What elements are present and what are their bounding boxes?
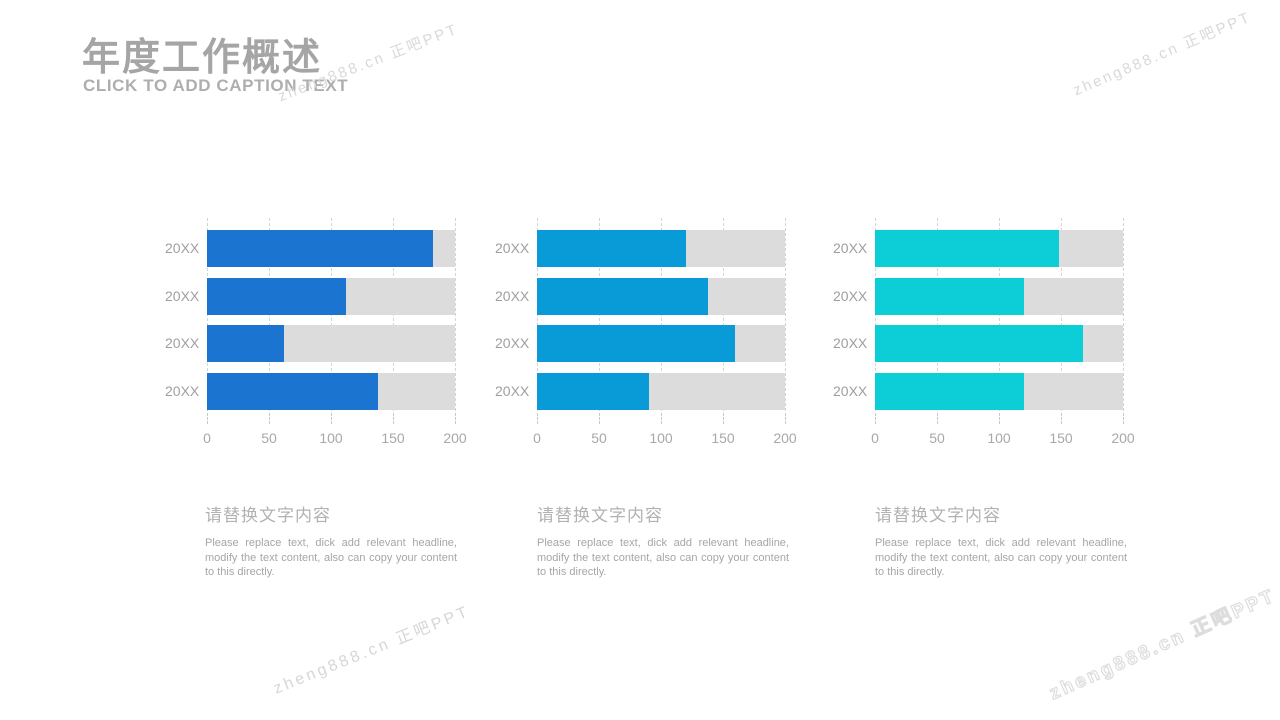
page-title: 年度工作概述 <box>82 37 323 79</box>
bar-fill <box>207 278 346 315</box>
bar-track <box>875 230 1123 267</box>
axis-tick-label: 150 <box>711 430 735 446</box>
bar-track <box>537 373 785 410</box>
plot-area <box>875 218 1124 424</box>
axis-tick-label: 100 <box>649 430 673 446</box>
bar-track <box>207 278 455 315</box>
watermark-bottom-left: zheng888.cn 正吧PPT <box>271 603 473 698</box>
axis-tick-label: 50 <box>591 430 607 446</box>
caption-block-1: 请替换文字内容 Please replace text, dick add re… <box>205 501 457 580</box>
axis-tick <box>661 413 662 424</box>
axis-tick <box>393 413 394 424</box>
caption-block-2: 请替换文字内容 Please replace text, dick add re… <box>537 501 789 580</box>
caption-block-3: 请替换文字内容 Please replace text, dick add re… <box>875 501 1127 580</box>
axis-tick-label: 0 <box>871 430 879 446</box>
bar-track <box>537 278 785 315</box>
category-label: 20XX <box>165 335 200 351</box>
axis-tick-label: 150 <box>1049 430 1073 446</box>
axis-tick-label: 200 <box>773 430 797 446</box>
bar-track <box>207 373 455 410</box>
axis-tick <box>723 413 724 424</box>
category-label: 20XX <box>495 383 530 399</box>
axis-tick <box>999 413 1000 424</box>
bar-fill <box>875 278 1024 315</box>
gridline <box>785 218 786 411</box>
category-label: 20XX <box>495 288 530 304</box>
bar-fill <box>537 325 736 362</box>
bar-fill <box>207 230 433 267</box>
caption-body: Please replace text, dick add relevant h… <box>875 537 1127 578</box>
category-label: 20XX <box>833 383 868 399</box>
axis-tick <box>207 413 208 424</box>
bar-fill <box>537 230 686 267</box>
caption-body: Please replace text, dick add relevant h… <box>537 537 789 578</box>
watermark-bottom-right: zheng888.cn 正吧PPT <box>1046 585 1280 705</box>
axis-tick-label: 150 <box>381 430 405 446</box>
bar-fill <box>207 325 284 362</box>
category-label: 20XX <box>495 240 530 256</box>
bar-track <box>875 373 1123 410</box>
axis-tick-label: 100 <box>987 430 1011 446</box>
page-subtitle: CLICK TO ADD CAPTION TEXT <box>83 76 349 95</box>
category-label: 20XX <box>165 383 200 399</box>
bar-fill <box>875 373 1024 410</box>
caption-heading: 请替换文字内容 <box>205 506 331 525</box>
bar-track <box>537 325 785 362</box>
axis-tick-label: 50 <box>261 430 277 446</box>
axis-tick <box>785 413 786 424</box>
axis-tick <box>331 413 332 424</box>
axis-tick <box>1061 413 1062 424</box>
caption-heading: 请替换文字内容 <box>875 506 1001 525</box>
gridline <box>1123 218 1124 411</box>
bar-track <box>207 325 455 362</box>
axis-tick <box>1123 413 1124 424</box>
axis-tick-label: 200 <box>443 430 467 446</box>
category-label: 20XX <box>833 335 868 351</box>
bar-fill <box>537 278 709 315</box>
bar-fill <box>875 230 1059 267</box>
category-label: 20XX <box>495 335 530 351</box>
caption-heading: 请替换文字内容 <box>537 506 663 525</box>
caption-body: Please replace text, dick add relevant h… <box>205 537 457 578</box>
bar-track <box>537 230 785 267</box>
bar-fill <box>875 325 1084 362</box>
category-label: 20XX <box>833 288 868 304</box>
category-label: 20XX <box>165 288 200 304</box>
watermark-top-right: zheng888.cn 正吧PPT <box>1070 8 1254 100</box>
bar-fill <box>537 373 649 410</box>
bar-chart-3: 20XX 20XX 20XX 20XX 0 50 100 150 200 <box>833 218 1135 458</box>
category-label: 20XX <box>833 240 868 256</box>
axis-tick-label: 50 <box>929 430 945 446</box>
bar-track <box>875 325 1123 362</box>
axis-tick <box>937 413 938 424</box>
axis-tick-label: 0 <box>533 430 541 446</box>
plot-area <box>537 218 786 424</box>
axis-tick <box>269 413 270 424</box>
axis-tick-label: 0 <box>203 430 211 446</box>
axis-tick <box>537 413 538 424</box>
axis-tick-label: 100 <box>319 430 343 446</box>
axis-tick-label: 200 <box>1111 430 1135 446</box>
category-label: 20XX <box>165 240 200 256</box>
axis-tick <box>599 413 600 424</box>
axis-tick <box>875 413 876 424</box>
bar-fill <box>207 373 379 410</box>
bar-track <box>207 230 455 267</box>
bar-chart-2: 20XX 20XX 20XX 20XX 0 50 100 150 200 <box>495 218 797 458</box>
bar-track <box>875 278 1123 315</box>
bar-chart-1: 20XX 20XX 20XX 20XX 0 50 100 150 200 <box>165 218 467 458</box>
plot-area <box>207 218 456 424</box>
gridline <box>455 218 456 411</box>
axis-tick <box>455 413 456 424</box>
